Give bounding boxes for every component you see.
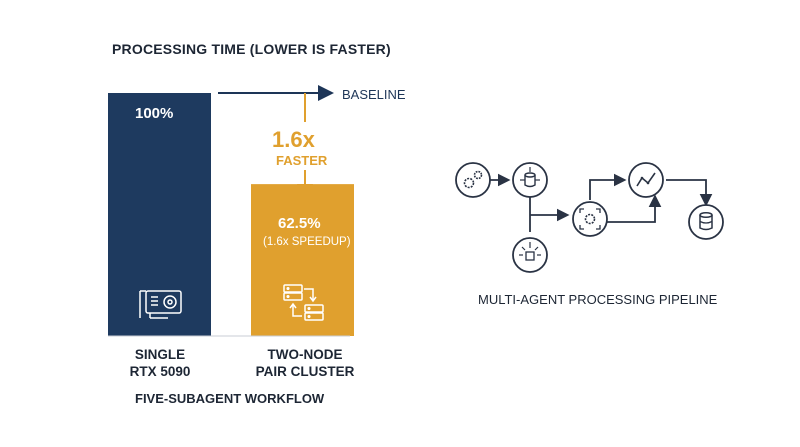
gears-icon xyxy=(455,162,491,198)
bar-cluster-speedup-sublabel: (1.6x SPEEDUP) xyxy=(263,236,351,248)
category-label-line: RTX 5090 xyxy=(129,364,191,379)
bar-single-value-label: 100% xyxy=(135,105,174,122)
line-graph-icon xyxy=(628,162,664,198)
category-label-two-node-cluster: TWO-NODE PAIR CLUSTER xyxy=(250,346,360,380)
gpu-card-icon xyxy=(139,290,182,319)
speedup-word: FASTER xyxy=(276,153,328,168)
bar-two-node-cluster xyxy=(251,184,354,336)
baseline-label: BASELINE xyxy=(342,87,406,102)
chart-title: PROCESSING TIME (LOWER IS FASTER) xyxy=(112,41,391,57)
database-network-icon xyxy=(512,162,548,198)
bar-cluster-value-label: 62.5% xyxy=(278,215,321,232)
database-icon xyxy=(688,204,724,240)
speedup-value: 1.6x xyxy=(272,127,315,152)
category-label-line: SINGLE xyxy=(134,347,186,362)
category-label-line: TWO-NODE xyxy=(267,347,343,362)
target-gear-icon xyxy=(572,201,608,237)
pipeline-connectors xyxy=(490,173,713,232)
bar-single-rtx-5090 xyxy=(108,93,211,336)
x-axis-label: FIVE-SUBAGENT WORKFLOW xyxy=(135,391,325,406)
category-label-line: PAIR CLUSTER xyxy=(255,364,355,379)
server-pair-icon xyxy=(283,284,324,321)
pipeline-label: MULTI-AGENT PROCESSING PIPELINE xyxy=(478,292,718,307)
category-label-single-rtx-5090: SINGLE RTX 5090 xyxy=(115,346,205,380)
broadcast-chart-icon xyxy=(512,237,548,273)
